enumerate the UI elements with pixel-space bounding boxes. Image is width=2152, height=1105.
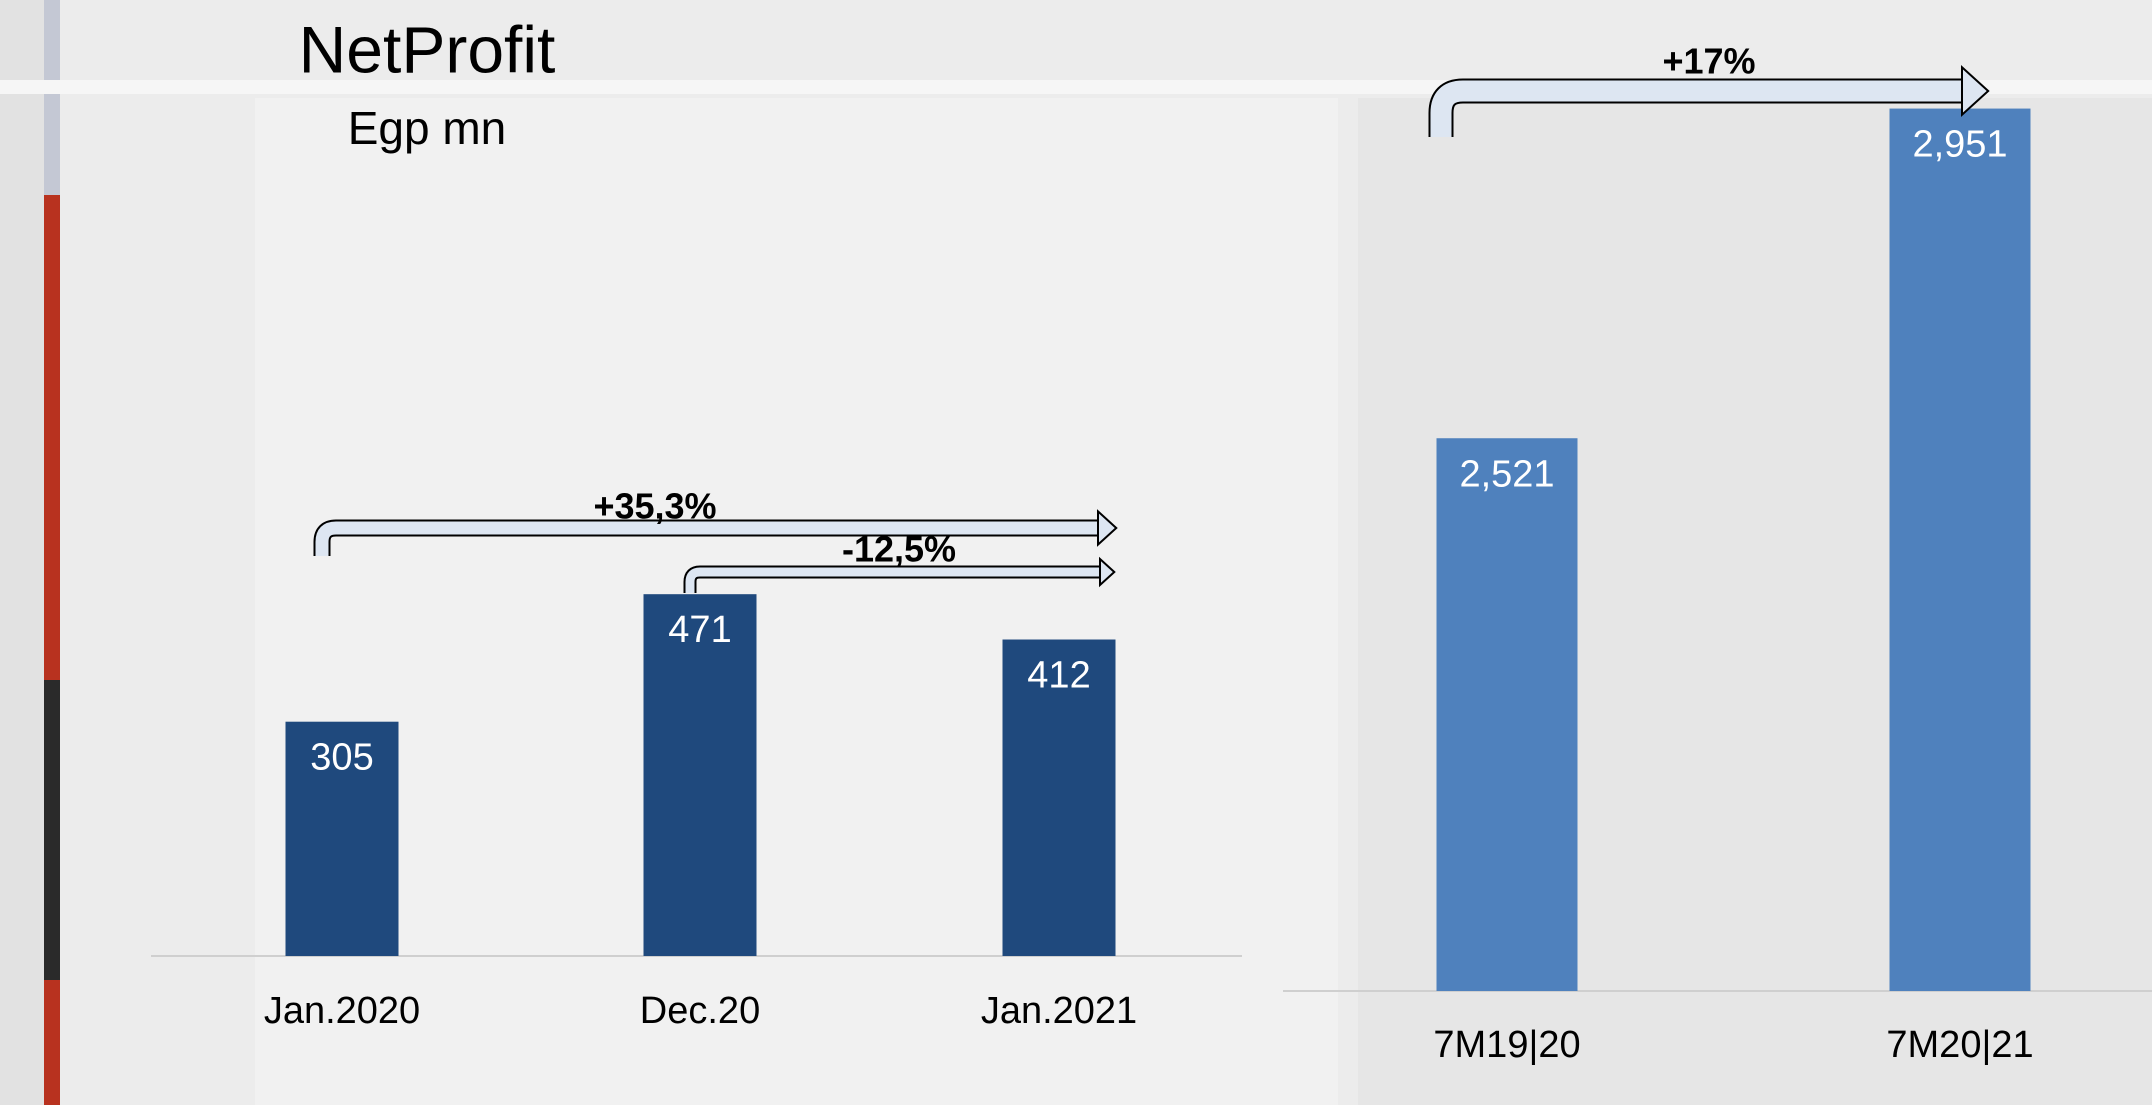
x-tick-label: Dec.20 <box>640 990 760 1032</box>
left-edge <box>0 0 44 1105</box>
chart-title: NetProfit <box>299 12 556 86</box>
bar <box>1889 108 2031 992</box>
bar <box>285 721 399 956</box>
value-label: 2,951 <box>1912 124 2007 166</box>
value-label: 412 <box>1027 655 1090 697</box>
bar <box>643 594 757 956</box>
arrow-head <box>1097 509 1118 547</box>
annotation: -12,5% <box>842 529 956 570</box>
arrow-head <box>1961 64 1990 118</box>
annotation: +17% <box>1662 41 1755 82</box>
x-tick-label: 7M20|21 <box>1886 1024 2033 1066</box>
bar <box>1436 438 1578 991</box>
value-label: 305 <box>310 737 373 779</box>
arrow-body <box>315 521 1098 556</box>
side-strip-dark <box>44 680 60 980</box>
chart-subtitle: Egp mn <box>348 102 507 154</box>
x-tick-label: Jan.2021 <box>981 990 1137 1032</box>
value-label: 471 <box>668 609 731 651</box>
arrow-head <box>1099 556 1116 588</box>
value-label: 2,521 <box>1459 453 1554 495</box>
x-tick-label: 7M19|20 <box>1433 1024 1580 1066</box>
x-tick-label: Jan.2020 <box>264 990 420 1032</box>
panel <box>255 98 1338 1105</box>
bar <box>1002 639 1116 956</box>
annotation: +35,3% <box>593 486 716 527</box>
side-strip-top <box>44 0 60 195</box>
arrow-body <box>685 567 1100 593</box>
arrow-body <box>1430 80 1962 137</box>
